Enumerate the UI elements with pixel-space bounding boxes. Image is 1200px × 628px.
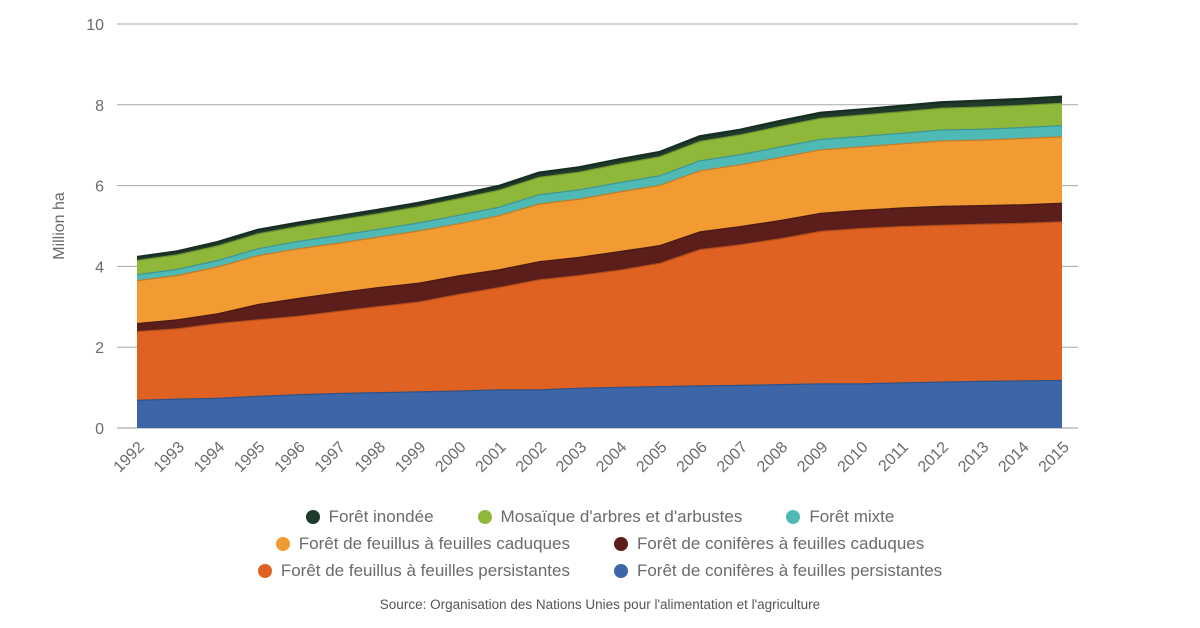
y-tick-label: 2 (95, 340, 104, 357)
x-tick-label: 2011 (876, 439, 912, 475)
legend-swatch (257, 563, 272, 578)
x-tick-label: 1998 (352, 439, 389, 476)
source-note: Source: Organisation des Nations Unies p… (379, 597, 821, 612)
area-series-0 (137, 379, 1062, 428)
legend-row: Forêt inondée Mosaïque d'arbres et d'arbu… (0, 503, 1200, 530)
legend-label: Forêt de feuillus à feuilles persistante… (280, 560, 570, 580)
x-tick-label: 2004 (593, 439, 630, 476)
legend-label: Forêt mixte (809, 506, 895, 526)
y-axis-label: Million ha (51, 192, 68, 260)
x-tick-label: 2007 (714, 439, 751, 476)
y-tick-label: 0 (95, 421, 104, 438)
chart-legend: Forêt inondée Mosaïque d'arbres et d'arbu… (0, 503, 1200, 584)
x-tick-label: 2006 (674, 439, 711, 476)
legend-item: Forêt inondée (305, 506, 434, 527)
legend-swatch (786, 509, 801, 524)
x-tick-label: 2005 (633, 439, 670, 476)
x-tick-label: 1993 (151, 439, 188, 476)
x-tick-label: 2001 (473, 439, 510, 476)
legend-item: Forêt de conifères à feuilles caduques (613, 533, 925, 554)
legend-label: Forêt inondée (328, 506, 434, 526)
x-tick-label: 2009 (794, 439, 831, 476)
area-series-2 (137, 202, 1062, 331)
legend-label: Forêt de conifères à feuilles caduques (636, 533, 925, 553)
legend-item: Forêt de feuillus à feuilles persistante… (257, 560, 570, 581)
legend-swatch (275, 536, 290, 551)
x-tick-label: 1995 (231, 439, 268, 476)
x-tick-label: 1992 (111, 439, 148, 476)
legend-label: Forêt de feuillus à feuilles caduques (298, 533, 570, 553)
x-tick-label: 2000 (432, 439, 469, 476)
area-series-3 (137, 136, 1062, 323)
y-tick-label: 6 (95, 179, 104, 196)
area-series-5 (137, 102, 1062, 275)
legend-swatch (477, 509, 492, 524)
legend-item: Forêt de conifères à feuilles persistant… (613, 560, 943, 581)
legend-swatch (305, 509, 320, 524)
x-tick-label: 1996 (272, 439, 309, 476)
x-tick-label: 1997 (312, 439, 349, 476)
y-tick-label: 10 (86, 17, 104, 34)
x-tick-label: 2014 (995, 439, 1032, 476)
legend-row: Forêt de feuillus à feuilles persistante… (0, 557, 1200, 584)
legend-swatch (613, 563, 628, 578)
legend-swatch (613, 536, 628, 551)
legend-item: Forêt de feuillus à feuilles caduques (275, 533, 570, 554)
x-tick-label: 2003 (553, 439, 590, 476)
y-tick-label: 4 (95, 259, 104, 276)
area-series-edge-6 (136, 95, 1063, 259)
x-tick-label: 2010 (835, 439, 872, 476)
legend-item: Forêt mixte (786, 507, 894, 527)
legend-row: Forêt de feuillus à feuilles caduques For… (0, 530, 1200, 557)
y-tick-label: 8 (95, 98, 104, 115)
legend-item: Mosaïque d'arbres et d'arbustes (477, 506, 743, 527)
x-tick-label: 2012 (915, 439, 952, 476)
x-tick-label: 2013 (955, 439, 992, 476)
x-tick-label: 2015 (1036, 439, 1073, 476)
area-series-1 (137, 221, 1062, 400)
x-tick-label: 2002 (513, 439, 550, 476)
legend-label: Forêt de conifères à feuilles persistant… (636, 560, 943, 580)
legend-label: Mosaïque d'arbres et d'arbustes (500, 506, 743, 526)
x-tick-label: 1994 (191, 439, 228, 476)
x-tick-label: 2008 (754, 439, 791, 476)
x-tick-label: 1999 (392, 439, 429, 476)
